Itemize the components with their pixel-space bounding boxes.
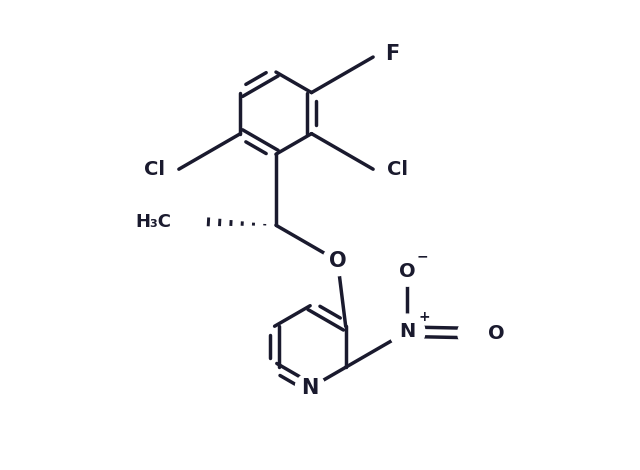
Text: +: + [419,310,430,324]
Text: Cl: Cl [145,160,165,179]
Circle shape [392,257,422,286]
Circle shape [323,246,353,276]
Text: O: O [329,251,346,271]
Text: −: − [417,250,428,263]
Text: Cl: Cl [387,160,408,179]
Circle shape [390,314,425,349]
Text: O: O [488,323,504,343]
Text: H₃C: H₃C [135,213,171,231]
Text: F: F [385,44,399,64]
Text: O: O [399,262,415,281]
Circle shape [295,373,325,403]
Text: N: N [399,322,415,341]
Text: N: N [301,378,319,398]
Circle shape [458,318,488,348]
